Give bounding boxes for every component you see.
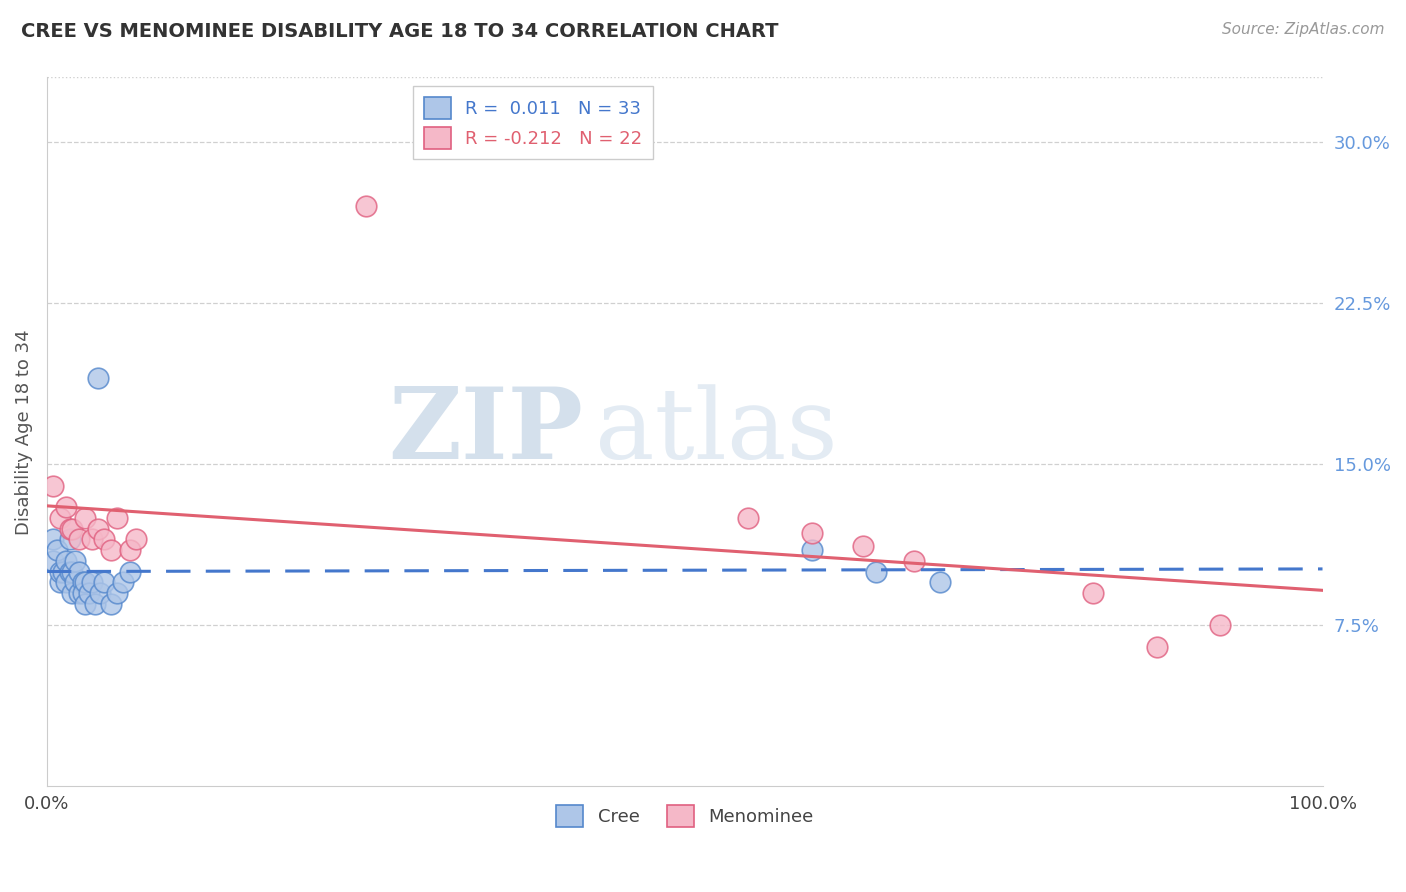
Point [60, 586, 83, 600]
Point [52, 565, 75, 579]
Point [59, 565, 82, 579]
Point [1146, 640, 1168, 654]
Point [105, 586, 128, 600]
Point [55, 500, 77, 515]
Point [42, 533, 65, 547]
Point [46, 543, 69, 558]
Point [59, 522, 82, 536]
Point [737, 511, 759, 525]
Point [801, 525, 824, 540]
Point [84, 597, 107, 611]
Point [80, 575, 103, 590]
Point [77, 586, 100, 600]
Point [72, 586, 94, 600]
Point [42, 478, 65, 492]
Point [852, 539, 875, 553]
Point [75, 575, 97, 590]
Point [75, 597, 97, 611]
Text: atlas: atlas [595, 384, 838, 480]
Point [55, 575, 77, 590]
Point [80, 533, 103, 547]
Point [72, 575, 94, 590]
Legend: Cree, Menominee: Cree, Menominee [548, 797, 821, 834]
Point [48, 565, 70, 579]
Point [118, 543, 141, 558]
Point [87, 371, 110, 385]
Y-axis label: Disability Age 18 to 34: Disability Age 18 to 34 [15, 329, 32, 535]
Point [1209, 618, 1232, 632]
Point [125, 533, 148, 547]
Point [903, 554, 925, 568]
Point [801, 543, 824, 558]
Point [865, 565, 887, 579]
Point [87, 522, 110, 536]
Point [93, 533, 115, 547]
Point [354, 199, 377, 213]
Point [1081, 586, 1104, 600]
Point [42, 554, 65, 568]
Point [48, 575, 70, 590]
Point [67, 533, 90, 547]
Point [67, 565, 90, 579]
Point [63, 554, 86, 568]
Point [55, 554, 77, 568]
Point [63, 575, 86, 590]
Point [48, 511, 70, 525]
Point [928, 575, 950, 590]
Point [93, 575, 115, 590]
Point [118, 565, 141, 579]
Point [105, 511, 128, 525]
Point [59, 533, 82, 547]
Text: Source: ZipAtlas.com: Source: ZipAtlas.com [1222, 22, 1385, 37]
Text: ZIP: ZIP [388, 384, 582, 481]
Point [112, 575, 135, 590]
Point [89, 586, 111, 600]
Point [100, 597, 122, 611]
Point [60, 565, 83, 579]
Point [60, 522, 83, 536]
Point [100, 543, 122, 558]
Point [75, 511, 97, 525]
Point [67, 586, 90, 600]
Text: CREE VS MENOMINEE DISABILITY AGE 18 TO 34 CORRELATION CHART: CREE VS MENOMINEE DISABILITY AGE 18 TO 3… [21, 22, 779, 41]
